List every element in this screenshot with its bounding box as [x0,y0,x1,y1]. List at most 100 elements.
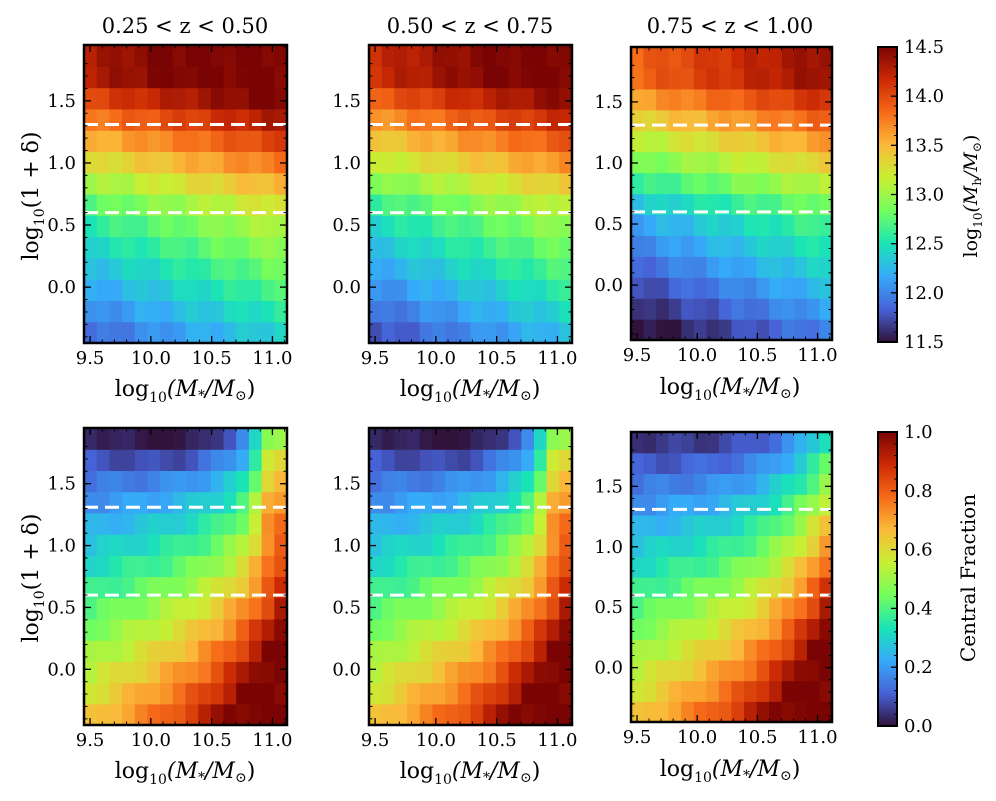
heatmap-cell [210,108,225,131]
x-tick-label: 9.5 [76,348,105,369]
heatmap-cell [84,172,98,195]
heatmap-cell [381,470,395,493]
heatmap-cell [559,640,573,662]
heatmap-cell [631,277,645,299]
heatmap-cell [756,514,770,537]
heatmap-cell [248,87,263,110]
heatmap-cell [681,319,695,341]
heatmap-cell [546,682,560,705]
heatmap-cell [470,66,484,89]
heatmap-cell [172,576,187,599]
heatmap-cell [160,194,174,216]
heatmap-cell [160,661,174,684]
heatmap-cell [261,449,275,472]
heatmap-cell [546,512,560,535]
heatmap-cell [559,300,573,323]
heatmap-cell [508,257,522,280]
heatmap-cell [643,535,657,557]
heatmap-cell [693,256,707,278]
heatmap-cell [122,661,136,684]
heatmap-cell [394,555,408,578]
heatmap-cell [470,130,484,153]
heatmap-cell [718,151,733,174]
heatmap-cell [210,215,225,238]
heatmap-cell [546,130,560,153]
heatmap-cell [756,556,770,578]
heatmap-cell [781,151,795,174]
heatmap-cell [261,257,275,280]
heatmap-cell [806,701,821,723]
heatmap-cell [198,130,212,153]
heatmap-cell [681,235,695,257]
heatmap-cell [84,236,98,259]
heatmap-cell [718,172,733,195]
heatmap-cell [172,449,187,472]
heatmap-cell [109,491,123,514]
heatmap-cell [508,236,522,259]
heatmap-cell [681,298,695,320]
heatmap-cell [160,640,174,662]
heatmap-cell [381,108,395,131]
heatmap-cell [559,449,573,472]
heatmap-cell [445,534,459,556]
heatmap-cell [432,428,446,450]
heatmap-cell [407,279,421,302]
heatmap-cell [483,130,497,153]
heatmap-cell [134,108,149,131]
heatmap-cell [419,661,434,684]
heatmap-cell [706,298,720,320]
heatmap-cell [631,659,645,682]
heatmap-cell [470,300,484,323]
heatmap-cell [134,151,149,174]
heatmap-cell [819,432,833,454]
heatmap-cell [643,88,657,111]
heatmap-cell [445,130,459,153]
heatmap-cell [394,172,408,195]
heatmap-cell [495,449,510,472]
heatmap-cell [248,449,263,472]
heatmap-cell [198,597,212,620]
heatmap-cell [236,428,250,450]
heatmap-cell [819,577,833,599]
heatmap-cell [559,66,573,89]
heatmap-cell [731,432,745,454]
heatmap-cell [248,45,263,67]
heatmap-cell [223,576,237,599]
heatmap-cell [806,618,821,640]
heatmap-cell [559,512,573,535]
heatmap-cell [210,703,225,726]
heatmap-cell [445,321,459,344]
heatmap-cell [248,555,263,578]
heatmap-cell [731,659,745,682]
heatmap-cell [546,534,560,556]
heatmap-cell [134,87,149,110]
heatmap-cell [706,172,720,195]
heatmap-cell [668,256,682,278]
heatmap-cell [109,279,123,302]
heatmap-cell [198,618,212,641]
heatmap-cell [381,555,395,578]
heatmap-cell [693,494,707,516]
heatmap-cell [781,193,795,216]
heatmap-cell [521,428,535,450]
heatmap-cell [394,215,408,238]
heatmap-cell [731,680,745,702]
heatmap-cell [172,130,187,153]
y-tick-label: 1.0 [332,536,361,557]
heatmap-cell [236,87,250,110]
heatmap-cell [210,491,225,514]
heatmap-cell [718,659,733,682]
heatmap-cell [756,235,770,257]
heatmap-cell [445,172,459,195]
heatmap-cell [261,87,275,110]
heatmap-cell [706,432,720,454]
heatmap-cell [483,703,497,726]
heatmap-cell [521,576,535,599]
heatmap-cell [546,321,560,344]
heatmap-cell [185,87,199,110]
heatmap-cell [160,45,174,67]
heatmap-cell [369,87,383,110]
heatmap-cell [210,45,225,67]
heatmap-cell [369,597,383,620]
heatmap-cell [744,256,758,278]
